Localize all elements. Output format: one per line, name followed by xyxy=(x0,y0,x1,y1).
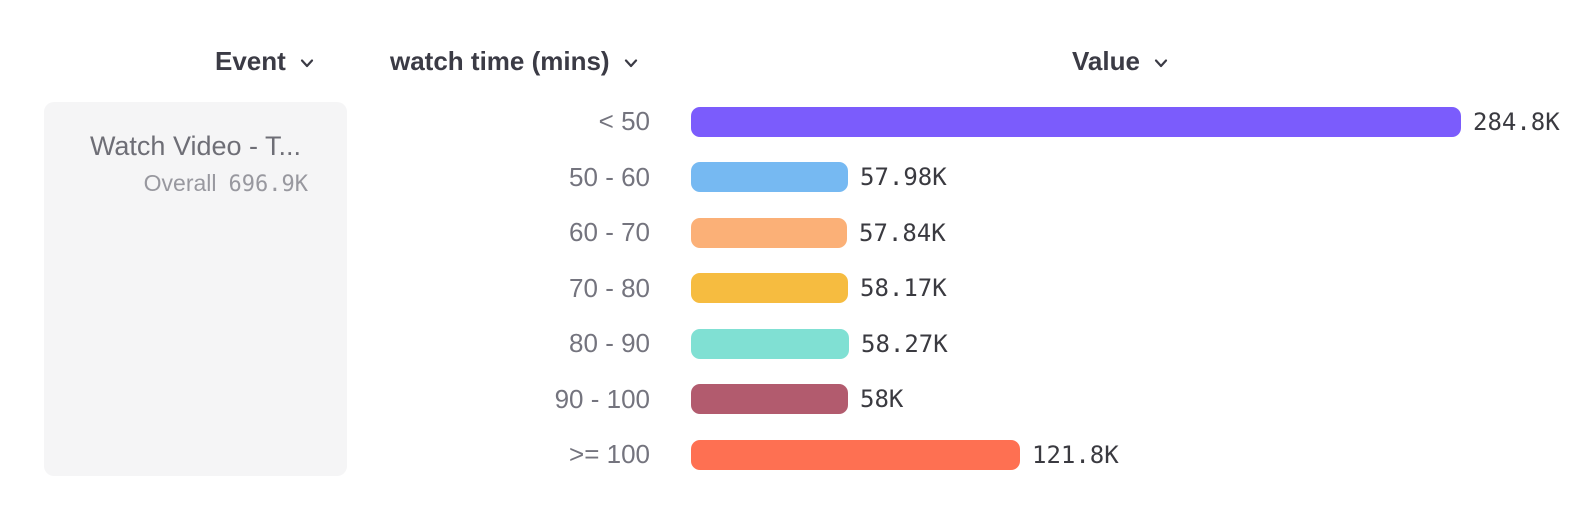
bar[interactable] xyxy=(691,384,848,415)
bar-row: 70 - 80 58.17K xyxy=(0,261,1592,317)
bar-value-label: 58.17K xyxy=(860,274,947,303)
bucket-label: < 50 xyxy=(598,106,650,137)
bar-chart: < 50 284.8K 50 - 60 57.98K 60 - 70 57.84… xyxy=(0,94,1592,483)
bar-row: 90 - 100 58K xyxy=(0,372,1592,428)
bar-row: < 50 284.8K xyxy=(0,94,1592,150)
event-card[interactable]: Watch Video - T... Overall 696.9K xyxy=(44,102,347,476)
bar-value-label: 57.84K xyxy=(859,218,946,247)
value-header-dropdown[interactable]: Value xyxy=(1072,46,1171,76)
bucket-label: 80 - 90 xyxy=(569,328,650,359)
breakdown-header-label: watch time (mins) xyxy=(390,46,610,76)
bucket-label: 50 - 60 xyxy=(569,161,650,192)
bucket-label: 90 - 100 xyxy=(554,383,650,414)
bar[interactable] xyxy=(691,162,848,193)
bar-value-label: 58K xyxy=(860,385,904,414)
bar[interactable] xyxy=(691,106,1461,137)
bar-row: 50 - 60 57.98K xyxy=(0,150,1592,206)
overall-label: Overall xyxy=(143,170,217,196)
bar-row: 60 - 70 57.84K xyxy=(0,205,1592,261)
breakdown-header-dropdown[interactable]: watch time (mins) xyxy=(390,46,641,76)
bar-row: >= 100 121.8K xyxy=(0,427,1592,483)
bar[interactable] xyxy=(691,439,1020,470)
bar-value-label: 58.27K xyxy=(861,329,948,358)
bar[interactable] xyxy=(691,328,849,359)
event-card-overall-line: Overall 696.9K xyxy=(44,169,347,199)
chevron-down-icon xyxy=(300,58,313,67)
bucket-label: 70 - 80 xyxy=(569,272,650,303)
bucket-label: 60 - 70 xyxy=(569,217,650,248)
bar[interactable] xyxy=(691,273,848,304)
bucket-label: >= 100 xyxy=(569,439,650,470)
value-header-label: Value xyxy=(1072,46,1140,76)
bar-value-label: 284.8K xyxy=(1473,107,1560,136)
overall-value: 696.9K xyxy=(228,172,308,197)
event-header-dropdown[interactable]: Event xyxy=(215,46,317,76)
chevron-down-icon xyxy=(624,58,637,67)
event-header-label: Event xyxy=(215,46,286,76)
chevron-down-icon xyxy=(1154,58,1168,67)
bar-value-label: 57.98K xyxy=(860,163,947,192)
bar-value-label: 121.8K xyxy=(1032,440,1119,469)
bar[interactable] xyxy=(691,217,847,248)
bar-row: 80 - 90 58.27K xyxy=(0,316,1592,372)
event-card-title: Watch Video - T... xyxy=(89,131,302,161)
